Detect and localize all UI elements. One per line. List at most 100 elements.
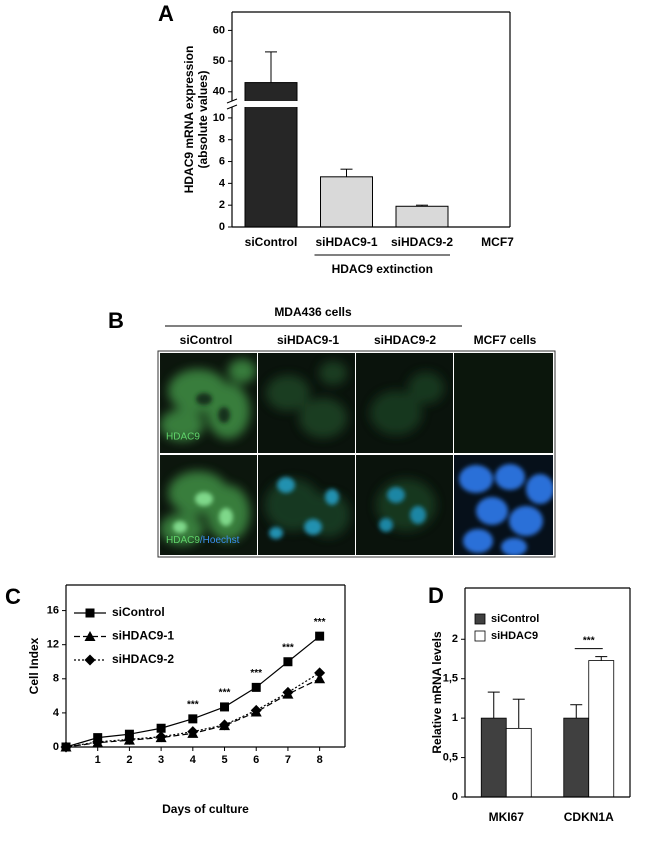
annotation: *** [314, 617, 326, 628]
panel-b: B MDA436 cells siControl siHDAC9-1 siHDA… [108, 305, 556, 558]
marker [155, 731, 167, 743]
column-label: MCF7 cells [474, 333, 537, 347]
bar [320, 176, 373, 228]
bar [563, 717, 590, 798]
micrograph [356, 455, 453, 555]
marker [251, 682, 261, 692]
annotation: *** [219, 688, 231, 699]
row-label-part: HDAC9 [166, 535, 200, 546]
legend-label: siControl [491, 613, 539, 625]
marker [283, 657, 293, 667]
micrograph [356, 353, 453, 453]
panel-letter: A [158, 1, 174, 26]
row-label: HDAC9/Hoechst [166, 535, 240, 546]
marker [156, 723, 166, 733]
y-tick-label: 50 [213, 55, 225, 67]
annotation: *** [583, 635, 595, 646]
group-label: HDAC9 extinction [332, 262, 433, 276]
legend-marker [85, 608, 95, 618]
group-title: MDA436 cells [274, 305, 352, 319]
y-tick-label: 2 [219, 199, 225, 211]
x-axis-label: Days of culture [162, 802, 249, 816]
x-tick-label: 3 [158, 754, 164, 766]
legend-marker [84, 631, 96, 641]
legend-marker [84, 654, 96, 666]
x-tick-label: siHDAC9-2 [391, 235, 453, 249]
panel-letter: D [428, 583, 444, 608]
y-tick-label: 12 [47, 639, 59, 651]
micrograph [160, 455, 257, 555]
y-axis-label: (absolute values) [196, 70, 210, 168]
x-tick-label: 6 [253, 754, 259, 766]
marker [220, 702, 230, 712]
y-tick-label: 2 [452, 633, 458, 645]
column-label: siControl [180, 333, 233, 347]
x-tick-label: siHDAC9-1 [315, 235, 377, 249]
marker [219, 719, 231, 731]
x-tick-label: 7 [285, 754, 291, 766]
micrograph [454, 353, 553, 453]
legend-label: siHDAC9-2 [112, 652, 174, 666]
legend-label: siHDAC9 [491, 630, 538, 642]
marker [123, 733, 135, 745]
y-axis-label: Cell Index [27, 637, 41, 694]
x-tick-label: 5 [221, 754, 227, 766]
panel-letter: C [5, 584, 21, 609]
bar [395, 205, 449, 228]
x-tick-label: 1 [95, 754, 101, 766]
row-label: HDAC9 [166, 432, 200, 443]
x-tick-label: CDKN1A [564, 810, 614, 824]
marker [187, 726, 199, 738]
x-tick-label: 8 [317, 754, 323, 766]
y-tick-label: 4 [219, 177, 226, 189]
y-tick-label: 6 [219, 155, 225, 167]
y-tick-label: 8 [53, 673, 59, 685]
legend-swatch [474, 613, 486, 625]
y-tick-label: 0 [452, 791, 458, 803]
micrograph [454, 455, 553, 555]
micrograph [160, 353, 257, 453]
x-tick-label: 2 [126, 754, 132, 766]
y-tick-label: 0 [53, 741, 59, 753]
y-tick-label: 10 [213, 112, 225, 124]
marker [188, 714, 198, 724]
chart-panel: D 0 0,5 1 1,5 2 MKI67 CDKN1A Relative mRNA level… [428, 583, 631, 824]
y-tick-label: 1,5 [443, 673, 458, 685]
legend-label: siControl [112, 605, 165, 619]
y-tick-label: 16 [47, 604, 59, 616]
micrograph [258, 353, 355, 453]
annotation: *** [282, 642, 294, 653]
y-tick-label: 8 [219, 134, 225, 146]
y-tick-label: 40 [213, 86, 225, 98]
bar [505, 727, 532, 798]
legend-swatch [474, 630, 486, 642]
column-label: siHDAC9-1 [277, 333, 339, 347]
marker [315, 631, 325, 641]
marker [282, 686, 294, 698]
column-label: siHDAC9-2 [374, 333, 436, 347]
y-axis-label: Relative mRNA levels [430, 631, 444, 754]
marker [250, 704, 262, 716]
bar [588, 660, 615, 798]
x-tick-label: MCF7 [481, 235, 514, 249]
x-tick-label: 4 [190, 754, 197, 766]
marker [60, 741, 72, 753]
marker [314, 667, 326, 679]
bar [480, 717, 507, 798]
marker [92, 736, 104, 748]
y-tick-label: 1 [452, 712, 458, 724]
x-tick-label: MKI67 [489, 810, 525, 824]
legend-label: siHDAC9-1 [112, 629, 174, 643]
micrograph [258, 455, 355, 555]
y-axis-label: HDAC9 mRNA expression [182, 46, 196, 194]
axis-break-mark [226, 98, 238, 110]
row-label-part: /Hoechst [200, 535, 240, 546]
axis-break [224, 101, 509, 107]
y-tick-label: 4 [53, 707, 60, 719]
y-tick-label: 0,5 [443, 751, 458, 763]
chart-panel: A 0 2 4 6 8 10 40 50 60 siControl siHDAC9-1 siHDAC9-… [158, 1, 514, 276]
annotation: *** [187, 700, 199, 711]
